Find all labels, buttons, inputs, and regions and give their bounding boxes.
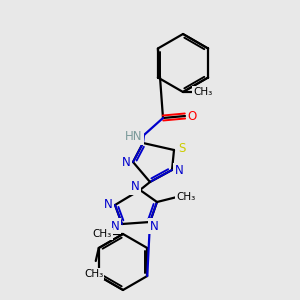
Text: N: N	[175, 164, 183, 178]
Text: N: N	[111, 220, 119, 232]
Text: O: O	[188, 110, 196, 122]
Text: N: N	[150, 220, 158, 232]
Text: CH₃: CH₃	[194, 87, 213, 97]
Text: CH₃: CH₃	[176, 192, 196, 202]
Text: CH₃: CH₃	[84, 269, 104, 279]
Text: CH₃: CH₃	[92, 229, 112, 239]
Text: N: N	[130, 181, 140, 194]
Text: S: S	[178, 142, 186, 154]
Text: N: N	[122, 157, 130, 169]
Text: N: N	[103, 197, 112, 211]
Text: HN: HN	[125, 130, 143, 143]
